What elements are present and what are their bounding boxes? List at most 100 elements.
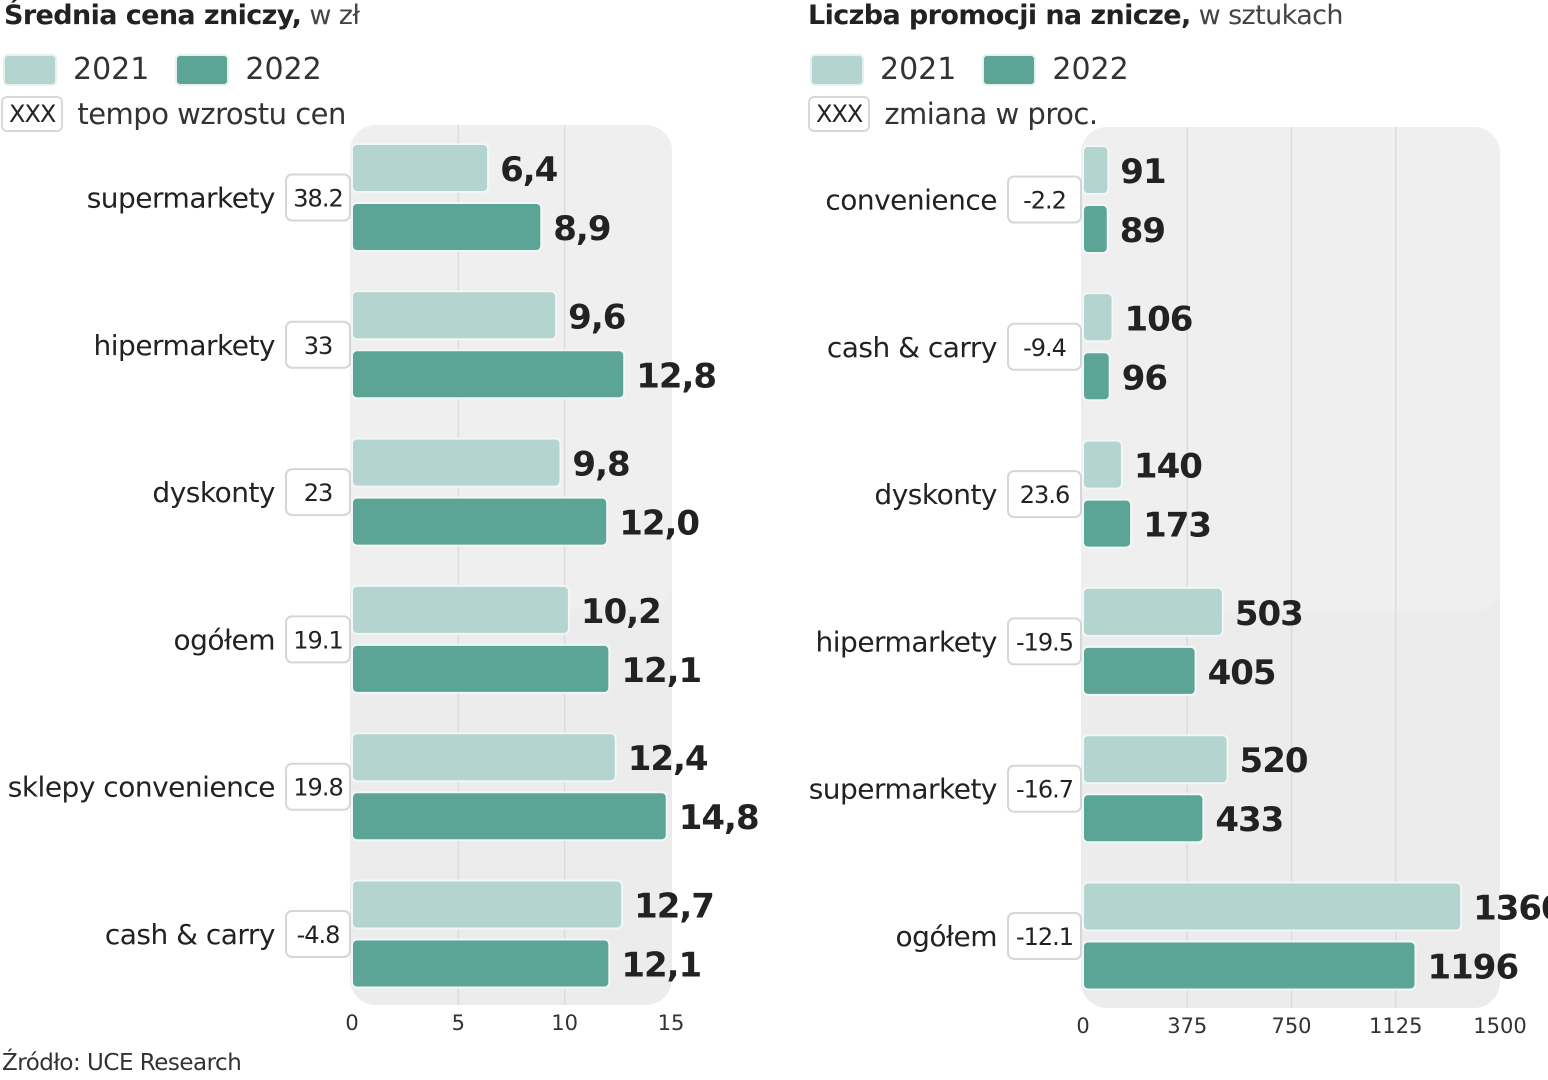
left-title-unit: w zł [309,0,360,31]
right-change-box [1007,764,1082,813]
left-change-box [285,762,351,811]
left-change-value: 23 [304,479,333,507]
right-change-value: -9.4 [1023,334,1066,362]
legend-label-2021: 2021 [880,52,957,87]
left-change-value: 33 [304,332,333,360]
right-bar-value-label: 405 [1208,653,1276,693]
left-change-box [285,468,351,517]
right-title-bold: Liczba promocji na znicze, [808,0,1191,31]
left-change-value: -4.8 [297,921,340,949]
right-bar-2022 [1082,645,1197,696]
right-bar-2021 [1082,881,1463,932]
left-category-label: supermarkety [87,182,275,215]
left-bar-2021 [351,437,562,488]
right-category-label: convenience [825,184,997,217]
legend-label-2022: 2022 [1052,52,1129,87]
right-change-box [1007,175,1082,224]
right-x-tick-label: 1500 [1473,1014,1526,1038]
left-change-box [285,173,351,222]
left-category-label: cash & carry [105,918,275,951]
right-bar-value-label: 433 [1215,800,1283,840]
right-category-label: hipermarkety [816,625,997,658]
right-x-tick-label: 375 [1167,1014,1207,1038]
left-x-tick-label: 0 [345,1011,358,1035]
left-chart-title: Średnia cena zniczy, w zł [4,0,360,31]
right-change-value: -2.2 [1023,187,1066,215]
right-change-box [1007,322,1082,371]
left-bar-2022 [351,643,611,694]
right-bar-value-label: 106 [1124,299,1192,339]
right-bar-2022 [1082,204,1109,254]
left-bar-2021 [351,584,570,635]
source-note: Źródło: UCE Research [2,1050,242,1076]
left-bar-2022 [351,349,626,400]
legend-change-label: zmiana w proc. [884,97,1098,131]
left-bar-value-label: 10,2 [581,592,661,632]
right-bar-2022 [1082,498,1133,549]
left-bar-value-label: 8,9 [553,209,610,249]
left-change-box [285,320,351,369]
left-legend-years: 2021 2022 [3,52,348,87]
right-bar-2022 [1082,793,1205,844]
left-bar-2021 [351,732,617,783]
right-change-value: -16.7 [1016,776,1073,804]
left-x-tick-label: 5 [452,1011,465,1035]
legend-change-label: tempo wzrostu cen [77,97,346,131]
right-bar-2022 [1082,351,1111,402]
right-bar-value-label: 520 [1240,741,1308,781]
right-legend-years: 2021 2022 [810,52,1155,87]
left-bar-value-label: 12,0 [619,504,699,544]
right-change-value: 23.6 [1020,481,1069,509]
left-legend-change: XXX tempo wzrostu cen [1,96,346,132]
left-change-value: 19.1 [293,626,342,654]
left-change-box [285,910,351,958]
right-category-label: supermarkety [809,773,997,806]
left-x-tick-label: 10 [551,1011,578,1035]
left-bar-2021 [351,879,624,930]
right-change-value: -12.1 [1016,923,1073,951]
legend-swatch-2022 [175,53,230,86]
left-change-box [285,615,351,664]
left-bar-2021 [351,290,558,341]
right-category-label: ogółem [896,920,998,953]
left-category-label: ogółem [174,623,276,656]
right-category-label: cash & carry [827,331,997,364]
right-change-value: -19.5 [1016,628,1073,656]
right-change-box [1007,617,1082,666]
right-bar-value-label: 173 [1143,506,1211,546]
left-bar-2022 [351,202,543,252]
left-bar-2022 [351,496,609,547]
left-change-value: 19.8 [293,774,342,802]
legend-change-box: XXX [808,96,871,132]
legend-label-2022: 2022 [245,52,322,87]
legend-swatch-2022 [982,53,1037,86]
legend-change-box: XXX [1,96,64,132]
left-bar-value-label: 9,8 [572,445,629,485]
right-bar-2021 [1082,734,1229,785]
left-category-label: hipermarkety [94,329,275,362]
legend-label-2021: 2021 [73,52,150,87]
left-bar-value-label: 12,1 [621,946,701,986]
left-bar-value-label: 12,8 [636,356,716,396]
right-bar-2021 [1082,586,1224,637]
right-change-box [1007,470,1082,519]
right-x-tick-label: 750 [1271,1014,1311,1038]
left-bar-2021 [351,143,490,193]
left-bar-2022 [351,791,668,842]
left-bar-value-label: 12,4 [628,739,708,779]
right-bar-value-label: 89 [1120,211,1165,251]
left-bar-value-label: 9,6 [568,297,625,337]
left-bar-value-label: 12,1 [621,651,701,691]
right-bar-value-label: 503 [1235,594,1303,634]
left-category-label: sklepy convenience [8,771,275,804]
left-x-tick-label: 15 [658,1011,685,1035]
left-bar-value-label: 12,7 [634,887,714,927]
right-category-label: dyskonty [874,478,997,511]
left-change-value: 38.2 [293,185,342,213]
right-bar-value-label: 91 [1120,152,1165,192]
left-bar-2022 [351,938,611,989]
left-bar-value-label: 6,4 [500,150,558,190]
left-title-bold: Średnia cena zniczy, [4,0,302,31]
right-x-tick-label: 0 [1076,1014,1089,1038]
